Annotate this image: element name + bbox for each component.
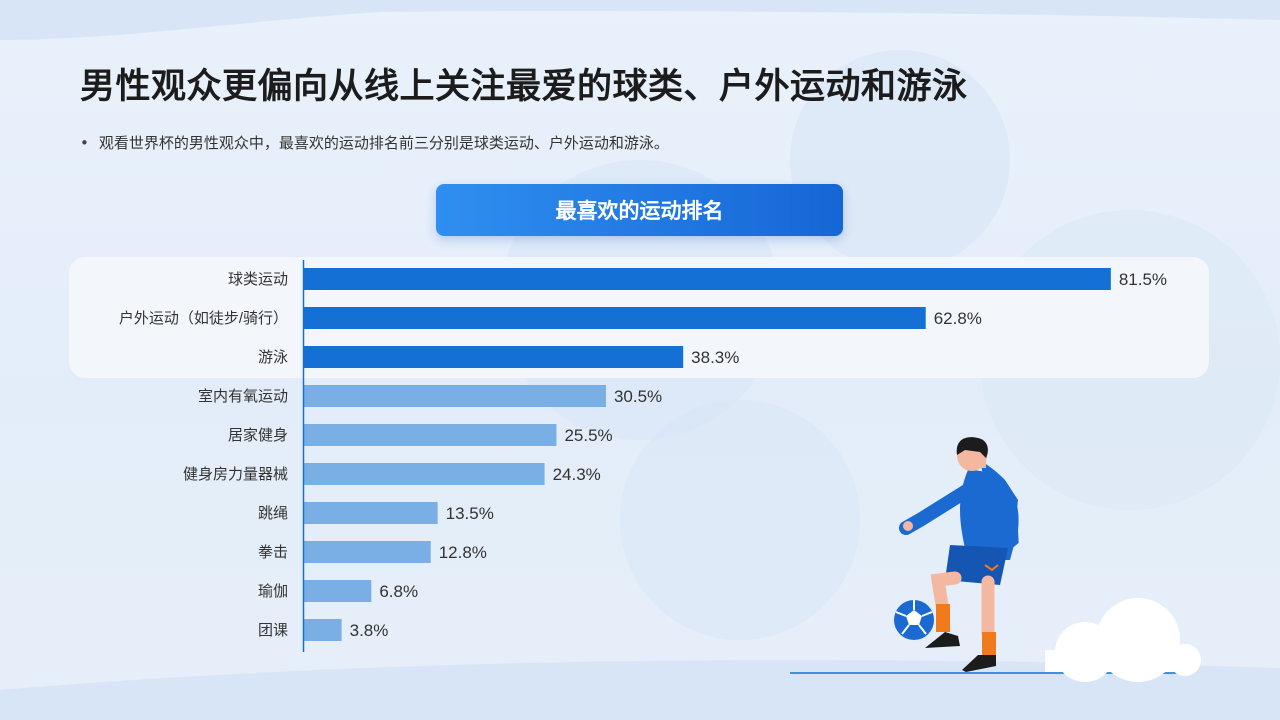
soccer-ball-icon (894, 600, 934, 640)
cloud-icon (1045, 598, 1201, 682)
bullet-text: • 观看世界杯的男性观众中，最喜欢的运动排名前三分别是球类运动、户外运动和游泳。 (80, 132, 669, 153)
soccer-player-icon (899, 437, 1019, 672)
value-label-7: 12.8% (439, 543, 487, 562)
bullet-content: 观看世界杯的男性观众中，最喜欢的运动排名前三分别是球类运动、户外运动和游泳。 (98, 134, 669, 152)
category-label-9: 团课 (258, 622, 288, 639)
bar-9 (304, 619, 342, 641)
value-label-4: 25.5% (564, 426, 612, 445)
bar-3 (304, 385, 606, 407)
bar-5 (304, 463, 545, 485)
value-label-3: 30.5% (614, 387, 662, 406)
illustration (790, 437, 1201, 682)
value-label-0: 81.5% (1119, 270, 1167, 289)
category-label-6: 跳绳 (258, 505, 288, 522)
bar-8 (304, 580, 372, 602)
category-label-2: 游泳 (258, 349, 288, 366)
category-label-4: 居家健身 (228, 427, 288, 444)
bar-1 (304, 307, 926, 329)
bar-2 (304, 346, 684, 368)
bullet-marker: • (80, 134, 89, 152)
value-label-5: 24.3% (553, 465, 601, 484)
value-label-9: 3.8% (350, 621, 389, 640)
value-label-8: 6.8% (379, 582, 418, 601)
category-label-8: 瑜伽 (258, 583, 288, 600)
bar-0 (304, 268, 1111, 290)
category-label-0: 球类运动 (228, 271, 288, 288)
bar-4 (304, 424, 557, 446)
value-label-6: 13.5% (446, 504, 494, 523)
chart-heading: 最喜欢的运动排名 (436, 184, 843, 236)
value-label-1: 62.8% (934, 309, 982, 328)
bar-6 (304, 502, 438, 524)
category-label-3: 室内有氧运动 (198, 388, 288, 405)
page-title: 男性观众更偏向从线上关注最爱的球类、户外运动和游泳 (80, 67, 968, 107)
bars-layer: 球类运动 81.5% 户外运动（如徒步/骑行） 62.8% 游泳 38.3% 室内有氧运动 3… (119, 268, 1167, 641)
bar-7 (304, 541, 431, 563)
category-label-7: 拳击 (258, 544, 288, 561)
category-label-1: 户外运动（如徒步/骑行） (119, 310, 288, 327)
category-label-5: 健身房力量器械 (183, 466, 288, 483)
value-label-2: 38.3% (691, 348, 739, 367)
